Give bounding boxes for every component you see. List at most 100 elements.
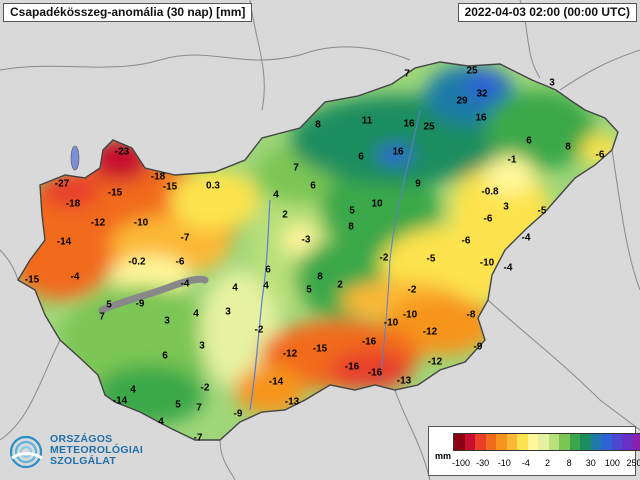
legend-swatch <box>548 434 559 450</box>
value-label: -4 <box>503 262 513 274</box>
legend-color-bar <box>453 433 640 451</box>
value-label: -15 <box>162 181 178 193</box>
legend-tick-label: 250 <box>626 458 640 468</box>
legend-swatch <box>485 434 496 450</box>
legend-tick-label: 100 <box>604 458 620 468</box>
value-label: 16 <box>475 112 487 124</box>
omsz-logo-icon <box>9 435 43 469</box>
logo-line-3: SZOLGÁLAT <box>50 455 117 467</box>
value-label: -12 <box>282 348 298 360</box>
legend-swatch <box>580 434 591 450</box>
legend-unit: mm <box>435 451 452 461</box>
value-label: -15 <box>24 274 40 286</box>
value-label: -13 <box>396 375 412 387</box>
value-label: -16 <box>367 367 383 379</box>
value-label: -10 <box>133 217 149 229</box>
value-label: 4 <box>193 308 199 320</box>
value-label: 3 <box>164 315 170 327</box>
value-label: -27 <box>54 178 70 190</box>
value-label: -7 <box>193 432 203 444</box>
logo-line-2: METEOROLÓGIAI <box>50 444 144 456</box>
value-label: 4 <box>130 384 136 396</box>
legend-tick-label: 30 <box>585 458 596 468</box>
value-label: 8 <box>565 141 571 153</box>
legend-swatch <box>496 434 507 450</box>
legend-swatch <box>454 434 465 450</box>
value-label: 7 <box>99 311 105 323</box>
value-label: -10 <box>402 309 418 321</box>
value-label: 5 <box>175 399 181 411</box>
value-label: 7 <box>293 162 299 174</box>
value-label: -0.8 <box>481 186 499 198</box>
value-label: 8 <box>317 271 323 283</box>
value-label: -7 <box>180 232 190 244</box>
legend-tick-label: 2 <box>544 458 551 468</box>
value-label: 11 <box>361 115 373 127</box>
value-label: -6 <box>461 235 471 247</box>
value-label: 6 <box>162 350 168 362</box>
value-label: 4 <box>273 189 279 201</box>
value-label: 32 <box>476 88 488 100</box>
omsz-logo-text: ORSZÁGOS METEOROLÓGIAI SZOLGÁLAT <box>50 434 143 467</box>
map-title: Csapadékösszeg-anomália (30 nap) [mm] <box>3 3 253 22</box>
value-label: 8 <box>348 221 354 233</box>
value-label: 0.3 <box>206 180 220 192</box>
legend-swatch <box>506 434 517 450</box>
value-label: 2 <box>337 279 343 291</box>
value-label: -14 <box>268 376 284 388</box>
value-label: 6 <box>358 151 364 163</box>
legend-tick-label: -4 <box>521 458 530 468</box>
value-label: 2 <box>282 209 288 221</box>
value-label: 6 <box>265 264 271 276</box>
value-label: -14 <box>112 395 128 407</box>
value-label: 29 <box>456 95 468 107</box>
value-label: -13 <box>284 396 300 408</box>
legend-swatch <box>559 434 570 450</box>
legend-swatch <box>590 434 601 450</box>
value-label: -15 <box>107 187 123 199</box>
value-label: -10 <box>383 317 399 329</box>
value-label: 7 <box>196 402 202 414</box>
value-label: -16 <box>344 361 360 373</box>
value-label: -16 <box>361 336 377 348</box>
value-label: 16 <box>392 146 404 158</box>
value-label: -6 <box>483 213 493 225</box>
value-label: -3 <box>301 234 311 246</box>
legend-swatch <box>622 434 633 450</box>
value-label: 6 <box>526 135 532 147</box>
value-label: -5 <box>426 253 436 265</box>
value-label: -4 <box>180 278 190 290</box>
legend-tick-label: -100 <box>451 458 471 468</box>
value-label: -5 <box>537 205 547 217</box>
value-label: 5 <box>306 284 312 296</box>
logo-line-1: ORSZÁGOS <box>50 433 113 445</box>
value-label: -2 <box>379 252 389 264</box>
value-label: 8 <box>315 119 321 131</box>
legend-swatch <box>517 434 528 450</box>
omsz-logo: ORSZÁGOS METEOROLÓGIAI SZOLGÁLAT <box>8 430 168 474</box>
value-label: 9 <box>415 178 421 190</box>
value-label: 3 <box>225 306 231 318</box>
value-label: -0.2 <box>128 256 146 268</box>
value-label: 25 <box>423 121 435 133</box>
value-label: 4 <box>158 416 164 428</box>
value-label: -2 <box>254 324 264 336</box>
legend-swatch <box>538 434 549 450</box>
value-label: -9 <box>135 298 145 310</box>
value-label: -23 <box>114 146 130 158</box>
legend-swatch <box>632 434 640 450</box>
value-label: -2 <box>407 284 417 296</box>
value-label: -14 <box>56 236 72 248</box>
value-label: 3 <box>549 77 555 89</box>
value-label: 16 <box>403 118 415 130</box>
value-label: -2 <box>200 382 210 394</box>
value-label: -15 <box>312 343 328 355</box>
value-label: 5 <box>349 205 355 217</box>
value-label: -12 <box>427 356 443 368</box>
value-label: 6 <box>310 180 316 192</box>
value-label: -4 <box>70 271 80 283</box>
value-label: 4 <box>232 282 238 294</box>
value-label: 7 <box>404 68 410 80</box>
